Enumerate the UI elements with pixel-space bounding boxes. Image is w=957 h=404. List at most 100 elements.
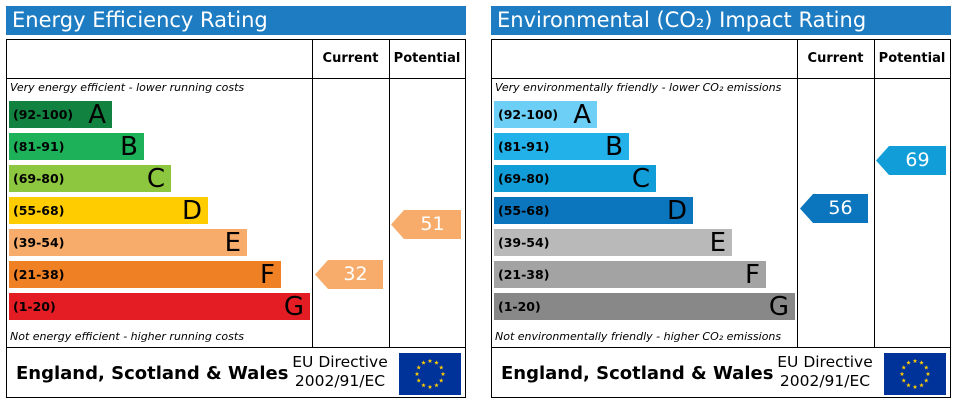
star-icon	[438, 365, 444, 370]
band-f: (21-38) F	[494, 261, 766, 289]
band-range: (55-68)	[498, 203, 550, 218]
divider	[389, 40, 390, 347]
band-range: (69-80)	[13, 171, 65, 186]
band-e: (39-54) E	[494, 228, 732, 258]
eu-flag-icon	[884, 353, 946, 395]
directive-line1: EU Directive	[292, 353, 388, 371]
band-letter: C	[631, 164, 650, 194]
eu-directive: EU Directive 2002/91/EC	[770, 353, 880, 391]
current-header: Current	[807, 51, 864, 66]
band-b: (81-91) B	[9, 132, 144, 162]
band-range: (21-38)	[498, 267, 550, 282]
star-icon	[901, 378, 907, 383]
star-icon	[421, 382, 426, 388]
current-rating-arrow: 32	[315, 260, 383, 289]
arrow-shape	[876, 146, 946, 175]
band-range: (69-80)	[498, 171, 550, 186]
band-a: (92-100) A	[9, 100, 112, 130]
band-letter: D	[666, 196, 687, 226]
eu-flag-icon	[399, 353, 461, 395]
band-letter: B	[120, 132, 138, 162]
star-icon	[427, 358, 433, 363]
eu-directive: EU Directive 2002/91/EC	[285, 353, 395, 391]
star-icon	[434, 360, 439, 365]
band-a: (92-100) A	[494, 100, 597, 130]
band-c: (69-80) C	[494, 164, 656, 194]
star-icon	[912, 384, 918, 389]
band-g: (1-20) G	[494, 292, 795, 322]
current-rating-value: 56	[828, 197, 853, 219]
star-icon	[416, 365, 422, 370]
bottom-caption: Not environmentally friendly - higher CO…	[495, 330, 782, 343]
arrow-shape	[800, 194, 868, 223]
potential-rating-value: 51	[420, 213, 445, 235]
star-icon	[925, 371, 931, 376]
band-e: (39-54) E	[9, 228, 247, 258]
divider	[874, 40, 875, 347]
star-icon	[414, 371, 420, 376]
band-letter: F	[260, 260, 275, 290]
band-range: (81-91)	[13, 139, 65, 154]
potential-header: Potential	[393, 51, 461, 66]
star-icon	[416, 378, 422, 383]
band-letter: E	[709, 228, 726, 258]
band-g: (1-20) G	[9, 292, 310, 322]
band-letter: D	[181, 196, 202, 226]
band-letter: E	[224, 228, 241, 258]
potential-rating-arrow: 51	[391, 210, 461, 239]
band-letter: A	[88, 100, 106, 130]
band-range: (39-54)	[498, 235, 550, 250]
band-range: (39-54)	[13, 235, 65, 250]
eu-stars	[899, 358, 931, 389]
star-icon	[899, 371, 905, 376]
star-icon	[923, 365, 929, 370]
band-letter: G	[768, 292, 789, 322]
current-rating-value: 32	[343, 263, 368, 285]
directive-line2: 2002/91/EC	[779, 372, 871, 390]
potential-header: Potential	[878, 51, 946, 66]
divider	[312, 40, 313, 347]
panel-title: Environmental (CO₂) Impact Rating	[491, 6, 951, 35]
star-icon	[906, 382, 911, 388]
bottom-caption: Not energy efficient - higher running co…	[10, 330, 244, 343]
star-icon	[427, 384, 433, 389]
band-range: (55-68)	[13, 203, 65, 218]
star-icon	[421, 360, 426, 365]
band-f: (21-38) F	[9, 260, 281, 290]
star-icon	[923, 378, 929, 383]
arrow-shape	[391, 210, 461, 239]
band-range: (92-100)	[498, 107, 559, 122]
divider	[797, 40, 798, 347]
band-letter: A	[573, 100, 591, 130]
band-d: (55-68) D	[9, 196, 208, 226]
band-letter: B	[605, 132, 623, 162]
band-letter: G	[283, 292, 304, 322]
eu-stars	[414, 358, 446, 389]
divider	[492, 347, 950, 348]
region-label: England, Scotland & Wales	[16, 363, 289, 384]
star-icon	[438, 378, 444, 383]
region-label: England, Scotland & Wales	[501, 363, 774, 384]
band-range: (81-91)	[498, 139, 550, 154]
current-header: Current	[322, 51, 379, 66]
top-caption: Very environmentally friendly - lower CO…	[495, 81, 782, 94]
star-icon	[440, 371, 446, 376]
rating-table: Current Potential Very environmentally f…	[491, 39, 951, 398]
directive-line2: 2002/91/EC	[294, 372, 386, 390]
band-letter: C	[146, 164, 165, 194]
star-icon	[906, 360, 911, 365]
potential-rating-arrow: 69	[876, 146, 946, 175]
band-range: (1-20)	[13, 299, 56, 314]
arrow-shape	[315, 260, 383, 289]
band-range: (1-20)	[498, 299, 541, 314]
band-d: (55-68) D	[494, 196, 693, 226]
star-icon	[912, 358, 918, 363]
divider	[7, 78, 465, 79]
panel-title: Energy Efficiency Rating	[6, 6, 466, 35]
current-rating-arrow: 56	[800, 194, 868, 223]
divider	[7, 347, 465, 348]
energy-efficiency-panel: Energy Efficiency Rating Current Potenti…	[6, 6, 466, 398]
environmental-impact-panel: Environmental (CO₂) Impact Rating Curren…	[491, 6, 951, 398]
potential-rating-value: 69	[905, 149, 930, 171]
star-icon	[919, 360, 924, 365]
